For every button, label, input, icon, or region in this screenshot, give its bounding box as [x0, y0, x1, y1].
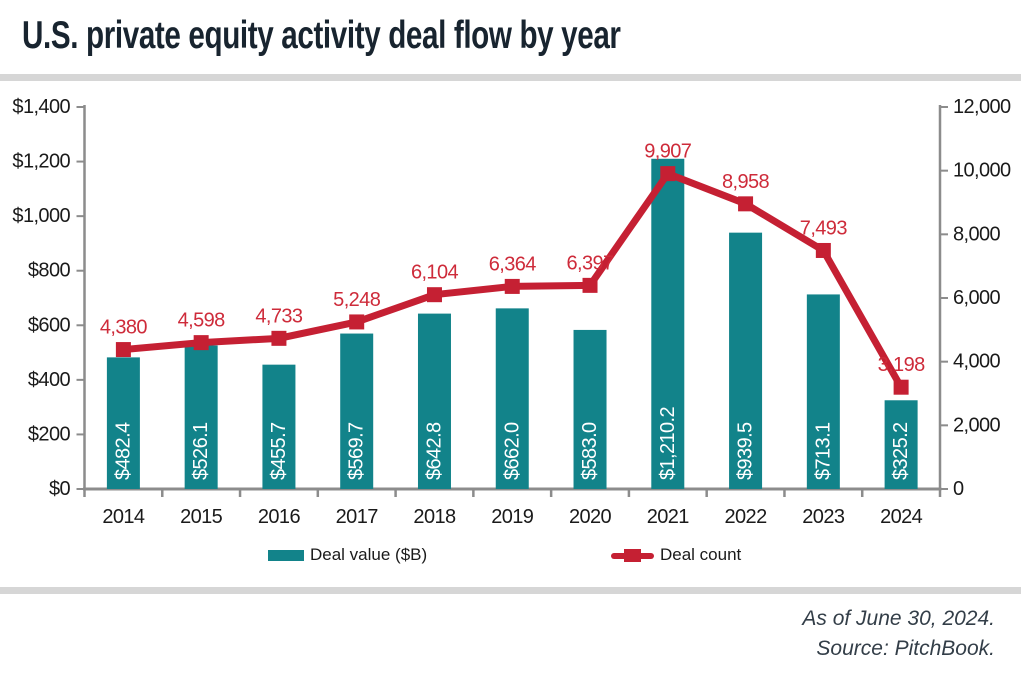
as-of-date: As of June 30, 2024. [802, 607, 995, 630]
right-axis-tick-label: 4,000 [953, 351, 1001, 373]
bottom-divider [0, 587, 1021, 594]
bar-label-2024: $325.2 [890, 422, 912, 480]
deal-count-label-2023: 7,493 [800, 217, 848, 239]
x-tick-label-2015: 2015 [180, 506, 223, 528]
bar-label-2022: $939.5 [735, 422, 757, 480]
left-axis-tick-label: $1,000 [12, 205, 70, 227]
x-tick-label-2021: 2021 [647, 506, 690, 528]
bar-label-2018: $642.8 [423, 422, 445, 480]
right-axis-tick-label: 6,000 [953, 287, 1001, 309]
deal-count-marker-2014 [115, 342, 131, 358]
x-tick-label-2019: 2019 [491, 506, 534, 528]
deal-count-marker-2020 [582, 277, 598, 293]
bar-2021 [651, 158, 685, 490]
left-axis-tick-label: $600 [28, 314, 71, 336]
deal-count-label-2020: 6,397 [566, 252, 614, 274]
deal-count-marker-2019 [504, 278, 520, 294]
deal-count-marker-2021 [660, 166, 676, 182]
deal-value-swatch-icon [268, 549, 304, 561]
deal-count-marker-2015 [193, 335, 209, 351]
deal-count-label-2024: 3,198 [878, 354, 926, 376]
bar-2023 [806, 294, 840, 489]
right-axis-tick-label: 12,000 [953, 96, 1011, 118]
deal-count-label-2014: 4,380 [100, 317, 148, 339]
deal-count-marker-2023 [815, 242, 831, 258]
left-axis-tick-label: $800 [28, 260, 71, 282]
right-axis-tick-label: 0 [953, 478, 964, 500]
deal-count-marker-2024 [893, 379, 909, 395]
right-axis-tick-label: 8,000 [953, 223, 1001, 245]
legend-deal-value-label: Deal value ($B) [310, 545, 428, 564]
x-tick-label-2017: 2017 [336, 506, 379, 528]
deal-count-marker-2018 [426, 287, 442, 303]
page-title: U.S. private equity activity deal flow b… [22, 14, 621, 57]
left-axis-tick-label: $200 [28, 423, 71, 445]
bar-label-2017: $569.7 [346, 422, 368, 480]
bar-2018 [417, 313, 451, 489]
bar-label-2020: $583.0 [579, 422, 601, 480]
left-axis-tick-label: $0 [49, 478, 71, 500]
right-axis-tick-label: 10,000 [953, 160, 1011, 182]
bar-label-2019: $662.0 [501, 422, 523, 480]
x-tick-label-2023: 2023 [802, 506, 845, 528]
deal-count-label-2019: 6,364 [489, 253, 537, 275]
deal-count-label-2018: 6,104 [411, 262, 459, 284]
deal-count-marker-2016 [271, 330, 287, 346]
deal-count-marker-2022 [738, 196, 754, 212]
bar-label-2014: $482.4 [112, 422, 134, 480]
legend-item-deal-value: Deal value ($B) [268, 545, 427, 565]
bar-2024 [884, 400, 918, 489]
bar-label-2023: $713.1 [812, 422, 834, 480]
deal-count-label-2022: 8,958 [722, 171, 770, 193]
x-tick-label-2024: 2024 [880, 506, 923, 528]
bar-2019 [495, 308, 529, 489]
deal-count-square-glyph [624, 548, 641, 562]
bar-2014 [106, 357, 140, 489]
legend-deal-count-label: Deal count [660, 545, 742, 564]
bar-label-2021: $1,210.2 [657, 406, 679, 480]
deal-count-label-2017: 5,248 [333, 289, 381, 311]
footer-note: As of June 30, 2024. Source: PitchBook. [802, 604, 995, 664]
deal-count-label-2015: 4,598 [178, 310, 226, 332]
bar-2022 [729, 232, 763, 490]
x-tick-label-2018: 2018 [413, 506, 456, 528]
bar-2016 [262, 364, 296, 489]
top-divider [0, 74, 1021, 81]
bar-label-2015: $526.1 [190, 422, 212, 480]
x-tick-label-2022: 2022 [725, 506, 768, 528]
left-axis-tick-label: $1,200 [12, 151, 70, 173]
deal-count-marker-icon [611, 548, 654, 563]
source-credit: Source: PitchBook. [816, 637, 995, 660]
deal-count-label-2021: 9,907 [644, 141, 692, 163]
bar-label-2016: $455.7 [268, 422, 290, 480]
deal-count-label-2016: 4,733 [255, 305, 303, 327]
left-axis-tick-label: $400 [28, 369, 71, 391]
deal-count-marker-2017 [349, 314, 365, 330]
right-axis-tick-label: 2,000 [953, 414, 1001, 436]
left-axis-tick-label: $1,400 [12, 96, 70, 118]
legend-item-deal-count: Deal count [611, 545, 741, 565]
x-tick-label-2020: 2020 [569, 506, 612, 528]
x-tick-label-2014: 2014 [102, 506, 145, 528]
bar-2017 [340, 333, 374, 489]
bar-2020 [573, 329, 607, 489]
bar-2015 [184, 345, 218, 489]
x-tick-label-2016: 2016 [258, 506, 301, 528]
